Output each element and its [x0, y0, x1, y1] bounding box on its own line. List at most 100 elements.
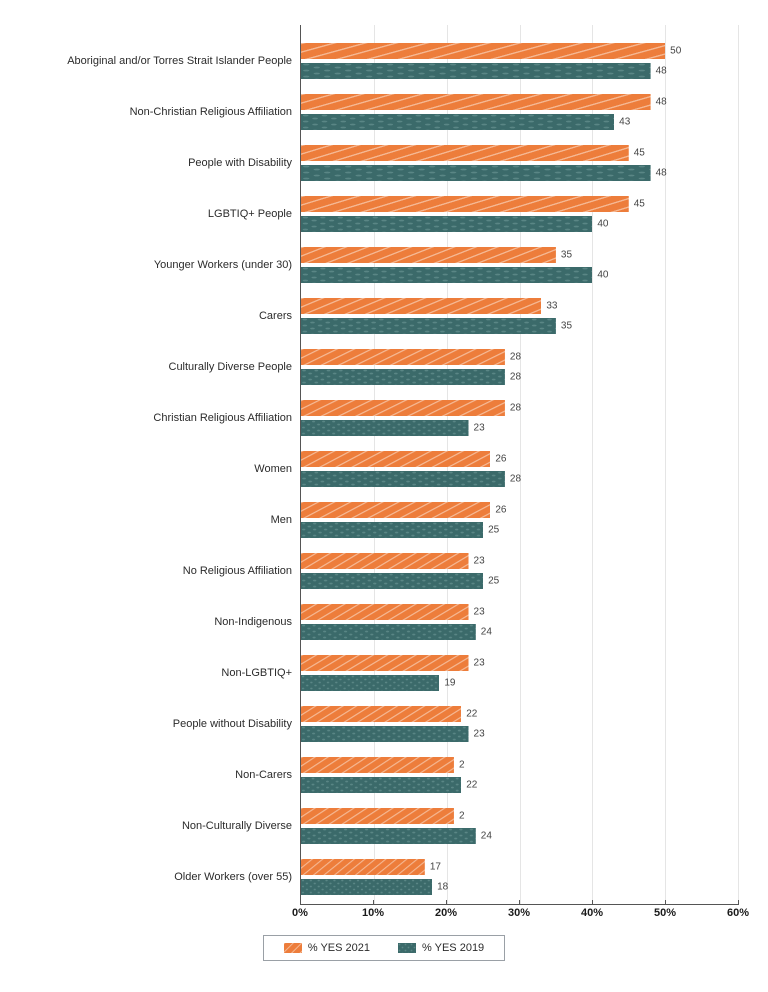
bar-yes2021 — [301, 43, 665, 59]
bar-value-label: 35 — [561, 249, 572, 260]
bar-value-label: 23 — [474, 657, 485, 668]
legend: % YES 2021 % YES 2019 — [263, 935, 505, 961]
category-label: Younger Workers (under 30) — [32, 259, 292, 271]
gridline — [665, 25, 666, 904]
bar-value-label: 25 — [488, 575, 499, 586]
category-label: People with Disability — [32, 157, 292, 169]
bar-yes2021 — [301, 655, 469, 671]
legend-item-2019: % YES 2019 — [398, 942, 484, 954]
bar-value-label: 24 — [481, 626, 492, 637]
bar-value-label: 48 — [656, 96, 667, 107]
gridline — [738, 25, 739, 904]
bar-value-label: 19 — [444, 677, 455, 688]
bar-yes2021 — [301, 502, 490, 518]
bar-yes2021 — [301, 349, 505, 365]
bar-value-label: 22 — [466, 708, 477, 719]
bar-yes2019 — [301, 369, 505, 385]
bar-value-label: 24 — [481, 830, 492, 841]
bar-value-label: 28 — [510, 402, 521, 413]
category-label: Non-Christian Religious Affiliation — [32, 106, 292, 118]
chart-container: Aboriginal and/or Torres Strait Islander… — [0, 0, 768, 992]
bar-yes2019 — [301, 522, 483, 538]
category-label: People without Disability — [32, 718, 292, 730]
category-label: Women — [32, 463, 292, 475]
bar-value-label: 2 — [459, 759, 465, 770]
bar-value-label: 25 — [488, 524, 499, 535]
category-label: Christian Religious Affiliation — [32, 412, 292, 424]
x-tick-mark — [665, 900, 666, 905]
category-label: Non-LGBTIQ+ — [32, 667, 292, 679]
bar-value-label: 18 — [437, 881, 448, 892]
plot-area: 5048484345484540354033352828282326282625… — [300, 25, 738, 905]
category-label: Older Workers (over 55) — [32, 871, 292, 883]
bar-value-label: 28 — [510, 473, 521, 484]
bar-yes2021 — [301, 196, 629, 212]
bar-value-label: 23 — [474, 728, 485, 739]
category-label: Non-Indigenous — [32, 616, 292, 628]
category-label: LGBTIQ+ People — [32, 208, 292, 220]
x-tick-mark — [373, 900, 374, 905]
bar-yes2019 — [301, 114, 614, 130]
legend-swatch-2021 — [284, 943, 302, 953]
bar-yes2021 — [301, 94, 651, 110]
bar-value-label: 48 — [656, 167, 667, 178]
bar-yes2021 — [301, 400, 505, 416]
bar-yes2019 — [301, 471, 505, 487]
legend-swatch-2019 — [398, 943, 416, 953]
category-label: Aboriginal and/or Torres Strait Islander… — [32, 55, 292, 67]
bar-yes2021 — [301, 706, 461, 722]
x-axis: 0%10%20%30%40%50%60% — [300, 905, 738, 927]
x-tick-mark — [446, 900, 447, 905]
category-label: Men — [32, 514, 292, 526]
x-tick-label: 40% — [581, 907, 603, 919]
x-tick-mark — [300, 900, 301, 905]
category-label: Carers — [32, 310, 292, 322]
bar-value-label: 50 — [670, 45, 681, 56]
bar-yes2021 — [301, 553, 469, 569]
bar-value-label: 45 — [634, 198, 645, 209]
bar-value-label: 40 — [597, 218, 608, 229]
bar-yes2021 — [301, 859, 425, 875]
bar-yes2021 — [301, 298, 541, 314]
bar-value-label: 26 — [495, 453, 506, 464]
legend-item-2021: % YES 2021 — [284, 942, 370, 954]
bar-value-label: 17 — [430, 861, 441, 872]
bar-value-label: 26 — [495, 504, 506, 515]
bar-value-label: 2 — [459, 810, 465, 821]
bar-yes2019 — [301, 267, 592, 283]
bar-value-label: 28 — [510, 371, 521, 382]
bar-yes2019 — [301, 726, 469, 742]
bar-yes2019 — [301, 573, 483, 589]
bar-value-label: 45 — [634, 147, 645, 158]
bar-yes2019 — [301, 420, 469, 436]
category-label: Non-Carers — [32, 769, 292, 781]
bar-yes2019 — [301, 318, 556, 334]
bar-yes2019 — [301, 165, 651, 181]
bar-yes2021 — [301, 604, 469, 620]
bar-yes2021 — [301, 808, 454, 824]
x-tick-label: 0% — [292, 907, 308, 919]
legend-label: % YES 2019 — [422, 942, 484, 954]
x-tick-label: 10% — [362, 907, 384, 919]
bar-value-label: 35 — [561, 320, 572, 331]
x-tick-label: 60% — [727, 907, 749, 919]
y-axis-labels: Aboriginal and/or Torres Strait Islander… — [30, 25, 300, 905]
x-tick-mark — [592, 900, 593, 905]
category-label: Non-Culturally Diverse — [32, 820, 292, 832]
bar-yes2019 — [301, 879, 432, 895]
bar-value-label: 22 — [466, 779, 477, 790]
bar-value-label: 23 — [474, 606, 485, 617]
bar-value-label: 48 — [656, 65, 667, 76]
bar-value-label: 23 — [474, 422, 485, 433]
bar-yes2021 — [301, 247, 556, 263]
bar-value-label: 43 — [619, 116, 630, 127]
bar-value-label: 40 — [597, 269, 608, 280]
bar-value-label: 23 — [474, 555, 485, 566]
legend-label: % YES 2021 — [308, 942, 370, 954]
bar-yes2019 — [301, 828, 476, 844]
chart-body: Aboriginal and/or Torres Strait Islander… — [30, 25, 738, 905]
bar-yes2019 — [301, 675, 439, 691]
bar-value-label: 33 — [546, 300, 557, 311]
bar-yes2021 — [301, 145, 629, 161]
x-tick-label: 20% — [435, 907, 457, 919]
